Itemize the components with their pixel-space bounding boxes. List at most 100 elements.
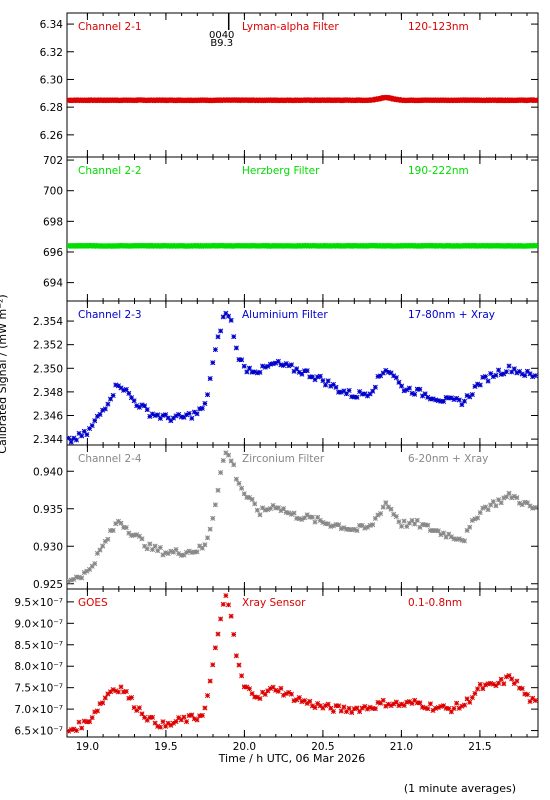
data-point — [89, 715, 95, 721]
data-point — [454, 395, 460, 401]
data-point — [501, 681, 507, 687]
data-point — [204, 693, 211, 699]
data-point — [427, 396, 433, 402]
data-point — [480, 505, 486, 511]
y-tick-label: 702 — [43, 155, 63, 167]
data-point — [354, 528, 360, 534]
data-point — [123, 524, 129, 531]
data-point — [173, 413, 179, 419]
data-point — [181, 414, 187, 420]
data-point — [163, 550, 169, 556]
data-point — [414, 517, 420, 523]
data-point — [375, 512, 381, 518]
data-point — [155, 412, 161, 418]
data-point — [142, 543, 148, 549]
data-point — [79, 433, 85, 439]
data-point — [506, 363, 512, 369]
event-marker-label: 0040 — [209, 30, 234, 41]
panel-channel-label: Channel 2-3 — [78, 309, 142, 321]
data-point — [105, 536, 111, 542]
data-point — [275, 505, 281, 511]
data-point — [388, 703, 394, 709]
data-point — [443, 534, 449, 540]
data-point — [186, 410, 192, 417]
y-tick-label: 8.0×10⁻⁷ — [14, 661, 63, 673]
data-point — [136, 533, 142, 539]
data-point — [260, 363, 266, 369]
data-point — [459, 703, 465, 709]
data-point — [86, 719, 93, 725]
data-point — [212, 645, 218, 651]
data-point — [265, 688, 271, 694]
data-point — [97, 411, 103, 417]
y-tick-label: 696 — [43, 247, 63, 259]
data-point — [461, 702, 468, 708]
data-point — [233, 476, 239, 482]
data-point — [147, 413, 153, 419]
data-point — [477, 510, 483, 516]
data-point — [84, 432, 90, 438]
data-point — [139, 402, 145, 408]
data-point — [485, 378, 491, 384]
data-point — [215, 487, 221, 493]
data-point — [252, 501, 258, 507]
data-point — [533, 97, 538, 103]
data-point — [76, 719, 82, 725]
data-point — [283, 361, 289, 367]
data-point — [482, 682, 489, 688]
data-point — [194, 549, 200, 555]
data-point — [443, 394, 449, 401]
data-point — [296, 694, 302, 701]
y-tick-label: 0.930 — [33, 541, 63, 553]
data-point — [404, 387, 410, 393]
data-point — [178, 552, 184, 558]
data-point — [380, 370, 386, 376]
data-point — [204, 535, 211, 541]
data-point — [398, 383, 405, 389]
data-point — [383, 367, 389, 374]
data-point — [430, 528, 436, 534]
data-point — [378, 373, 384, 379]
panel-3: 2.344 2.346 2.348 2.350 2.352 2.354 Channel 2-… — [33, 300, 539, 446]
data-point — [197, 406, 203, 412]
data-point — [375, 699, 381, 705]
data-point — [110, 392, 116, 399]
data-point — [357, 389, 363, 395]
data-point — [404, 523, 410, 530]
data-point — [409, 390, 415, 396]
data-point — [393, 513, 399, 520]
panel-filter-label: Herzberg Filter — [242, 165, 320, 177]
x-tick-label: 20.0 — [233, 741, 256, 753]
data-point — [71, 576, 77, 582]
data-point — [144, 546, 150, 552]
data-point — [440, 703, 447, 709]
data-point — [286, 689, 292, 695]
data-point — [469, 517, 475, 524]
y-tick-label: 6.28 — [40, 102, 63, 114]
data-point — [118, 385, 124, 391]
x-tick-label: 19.0 — [76, 741, 99, 753]
data-point — [294, 515, 300, 521]
data-point — [79, 725, 85, 731]
data-point — [422, 522, 428, 528]
data-point — [189, 549, 195, 556]
data-point — [490, 681, 496, 687]
data-point — [380, 504, 386, 510]
data-point — [328, 705, 334, 711]
data-point — [309, 703, 315, 709]
data-point — [134, 707, 140, 713]
data-point — [375, 373, 381, 380]
data-point — [244, 369, 250, 375]
data-point — [107, 528, 114, 534]
data-point — [477, 681, 483, 687]
data-point — [516, 685, 523, 691]
data-point — [393, 699, 399, 705]
data-point — [522, 373, 528, 379]
data-point — [244, 494, 250, 500]
y-tick-label: 2.348 — [33, 387, 63, 399]
data-point — [417, 524, 423, 530]
data-point — [128, 532, 135, 539]
data-point — [134, 403, 140, 409]
data-point — [511, 493, 517, 499]
